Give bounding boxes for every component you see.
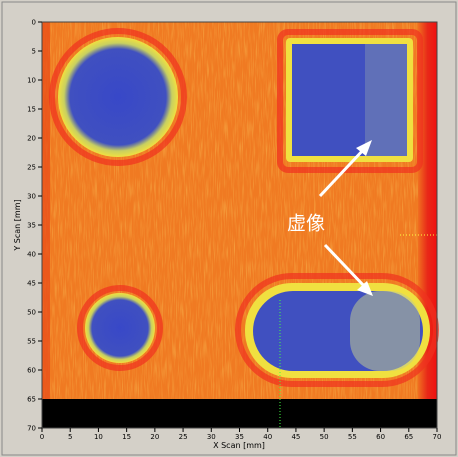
y-axis-label: Y Scan [mm] (13, 199, 22, 251)
y-tick-label: 55 (27, 338, 36, 346)
x-tick-label: 45 (291, 433, 300, 441)
x-tick-label: 30 (207, 433, 216, 441)
y-tick-label: 65 (27, 396, 36, 404)
x-tick-label: 60 (376, 433, 385, 441)
x-tick-label: 0 (40, 433, 44, 441)
y-tick-label: 15 (27, 106, 36, 114)
x-tick-label: 25 (179, 433, 188, 441)
y-tick-label: 70 (27, 425, 36, 433)
y-tick-label: 35 (27, 222, 36, 230)
y-tick-label: 50 (27, 309, 36, 317)
x-tick-label: 50 (320, 433, 329, 441)
page: 虚像 X Scan [mm] Y Scan [mm] 0 5 10 15 20 25 30 3… (0, 0, 458, 457)
x-tick-label: 40 (263, 433, 272, 441)
y-tick-label: 10 (27, 77, 36, 85)
y-tick-label: 45 (27, 280, 36, 288)
x-tick-label: 5 (68, 433, 72, 441)
y-tick-label: 40 (27, 251, 36, 259)
scan-view: 虚像 X Scan [mm] Y Scan [mm] 0 5 10 15 20 25 30 3… (0, 0, 458, 457)
y-tick-label: 60 (27, 367, 36, 375)
scan-image (42, 22, 437, 428)
y-tick-label: 5 (32, 48, 36, 56)
x-tick-label: 20 (150, 433, 159, 441)
y-tick-label: 20 (27, 135, 36, 143)
y-tick-label: 30 (27, 193, 36, 201)
annotation: 虚像 (287, 213, 325, 235)
x-tick-label: 35 (235, 433, 244, 441)
x-tick-label: 15 (122, 433, 131, 441)
x-tick-label: 10 (94, 433, 103, 441)
y-tick-label: 25 (27, 164, 36, 172)
x-tick-label: 55 (348, 433, 357, 441)
x-tick-label: 70 (433, 433, 442, 441)
x-axis-label: X Scan [mm] (213, 441, 265, 450)
y-tick-label: 0 (32, 19, 36, 27)
x-tick-label: 65 (404, 433, 413, 441)
